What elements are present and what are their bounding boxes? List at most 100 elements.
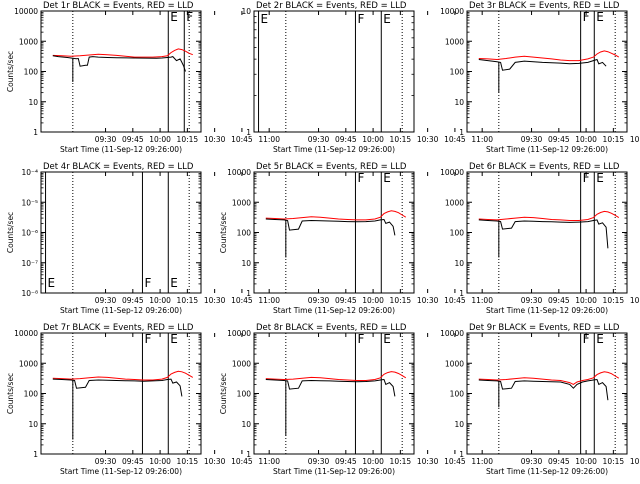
panel-title: Det 1r BLACK = Events, RED = LLD bbox=[43, 1, 194, 11]
y-tick-label: 10⁻⁶ bbox=[21, 229, 38, 238]
series-lld bbox=[52, 48, 193, 58]
y-tick-label: 10000 bbox=[440, 7, 464, 16]
x-tick-label: 09:30 bbox=[521, 135, 543, 144]
series-events bbox=[478, 219, 609, 249]
y-tick-label: 10⁻⁵ bbox=[21, 198, 38, 207]
x-tick-label: 10:00 bbox=[149, 296, 171, 305]
flag-label-e: E bbox=[170, 10, 178, 24]
x-tick-label: 09:30 bbox=[308, 457, 330, 466]
y-axis-label: Counts/sec bbox=[6, 212, 15, 253]
x-tick-label: 10:15 bbox=[390, 135, 412, 144]
y-tick-label: 1 bbox=[33, 128, 38, 137]
flag-label-f: F bbox=[357, 332, 364, 346]
y-tick-label: 1000 bbox=[445, 198, 464, 207]
y-tick-label: 100 bbox=[24, 68, 39, 77]
x-tick-label: 10:00 bbox=[362, 135, 384, 144]
y-tick-label: 1 bbox=[246, 289, 251, 298]
x-tick-label: 10:15 bbox=[177, 457, 199, 466]
panel-title: Det 4r BLACK = Events, RED = LLD bbox=[43, 162, 194, 172]
series-lld bbox=[478, 50, 620, 62]
x-tick-label: 11:00 bbox=[471, 135, 493, 144]
flag-label-f: F bbox=[144, 332, 151, 346]
x-tick-label: 10:45 bbox=[231, 457, 253, 466]
y-tick-label: 10 bbox=[241, 7, 251, 16]
series-lld bbox=[478, 210, 620, 221]
panel-1: Det 1r BLACK = Events, RED = LLD Counts/s… bbox=[6, 1, 280, 154]
x-axis-label: Start Time (11-Sep-12 09:26:00) bbox=[60, 306, 182, 315]
x-tick-label: 11:00 bbox=[258, 296, 280, 305]
panel-3: Det 3r BLACK = Events, RED = LLD Start Ti… bbox=[440, 1, 640, 154]
flag-label-f: F bbox=[583, 332, 590, 346]
x-tick-label: 11:00 bbox=[258, 135, 280, 144]
series-events bbox=[52, 378, 183, 397]
y-tick-label: 100 bbox=[237, 390, 252, 399]
plot-frame bbox=[466, 332, 628, 455]
x-axis-label: Start Time (11-Sep-12 09:26:00) bbox=[273, 145, 395, 154]
y-tick-label: 10 bbox=[28, 98, 38, 107]
y-tick-label: 1 bbox=[246, 450, 251, 459]
flag-label-f: F bbox=[583, 171, 590, 185]
y-tick-label: 100 bbox=[24, 390, 39, 399]
flag-label-f: F bbox=[186, 10, 193, 24]
y-tick-label: 1 bbox=[459, 289, 464, 298]
series-events bbox=[265, 218, 396, 236]
panel-4: Det 4r BLACK = Events, RED = LLD Counts/s… bbox=[6, 162, 280, 315]
x-tick-label: 11:00 bbox=[471, 457, 493, 466]
y-tick-label: 10⁻⁸ bbox=[21, 289, 38, 298]
plot-frame bbox=[253, 171, 415, 294]
series-lld bbox=[478, 371, 620, 385]
y-tick-label: 10000 bbox=[440, 168, 464, 177]
series-events bbox=[478, 378, 609, 401]
flag-label-e: E bbox=[261, 12, 269, 26]
y-axis-label: Counts/sec bbox=[6, 373, 15, 414]
x-axis-label: Start Time (11-Sep-12 09:26:00) bbox=[486, 145, 608, 154]
x-tick-label: 11:00 bbox=[471, 296, 493, 305]
x-tick-label: 09:45 bbox=[335, 457, 357, 466]
x-tick-label: 09:30 bbox=[95, 135, 117, 144]
flag-label-e: E bbox=[596, 171, 604, 185]
x-tick-label: 09:30 bbox=[95, 457, 117, 466]
x-tick-label: 10:15 bbox=[390, 457, 412, 466]
panel-8: Det 8r BLACK = Events, RED = LLD Counts/s… bbox=[219, 323, 493, 476]
series-events bbox=[52, 55, 186, 72]
series-lld bbox=[265, 210, 407, 221]
x-tick-label: 10:00 bbox=[362, 457, 384, 466]
y-tick-label: 1000 bbox=[445, 359, 464, 368]
x-tick-label: 10:15 bbox=[177, 296, 199, 305]
x-tick-label: 10:45 bbox=[231, 135, 253, 144]
x-tick-label: 10:45 bbox=[444, 296, 466, 305]
x-tick-label: 09:30 bbox=[521, 296, 543, 305]
x-tick-label: 10:00 bbox=[362, 296, 384, 305]
flag-label-f: F bbox=[583, 10, 590, 24]
flag-label-e: E bbox=[48, 276, 56, 290]
plot-frame bbox=[40, 332, 202, 455]
plot-frame bbox=[40, 171, 202, 294]
flag-label-f: F bbox=[357, 12, 364, 26]
x-tick-label: 10:30 bbox=[204, 135, 226, 144]
x-tick-label: 10:30 bbox=[417, 296, 439, 305]
y-tick-label: 10000 bbox=[440, 329, 464, 338]
x-tick-label: 09:45 bbox=[335, 135, 357, 144]
y-tick-label: 1000 bbox=[445, 37, 464, 46]
x-tick-label: 09:30 bbox=[308, 296, 330, 305]
x-tick-label: 10:30 bbox=[204, 457, 226, 466]
x-tick-label: 10:30 bbox=[630, 457, 640, 466]
y-tick-label: 100 bbox=[450, 229, 465, 238]
plot-frame bbox=[466, 171, 628, 294]
panel-title: Det 3r BLACK = Events, RED = LLD bbox=[469, 1, 620, 11]
panel-7: Det 7r BLACK = Events, RED = LLD Counts/s… bbox=[6, 323, 280, 476]
x-tick-label: 10:00 bbox=[149, 457, 171, 466]
x-tick-label: 10:00 bbox=[149, 135, 171, 144]
y-tick-label: 10⁻⁷ bbox=[21, 259, 38, 268]
y-tick-label: 10⁻⁴ bbox=[21, 168, 38, 177]
x-axis-label: Start Time (11-Sep-12 09:26:00) bbox=[273, 306, 395, 315]
x-tick-label: 10:30 bbox=[417, 457, 439, 466]
x-tick-label: 09:45 bbox=[122, 457, 144, 466]
y-tick-label: 10 bbox=[241, 420, 251, 429]
flag-label-e: E bbox=[596, 332, 604, 346]
flag-label-e: E bbox=[170, 332, 178, 346]
x-tick-label: 10:15 bbox=[603, 296, 625, 305]
y-tick-label: 100 bbox=[450, 390, 465, 399]
flag-label-e: E bbox=[383, 332, 391, 346]
